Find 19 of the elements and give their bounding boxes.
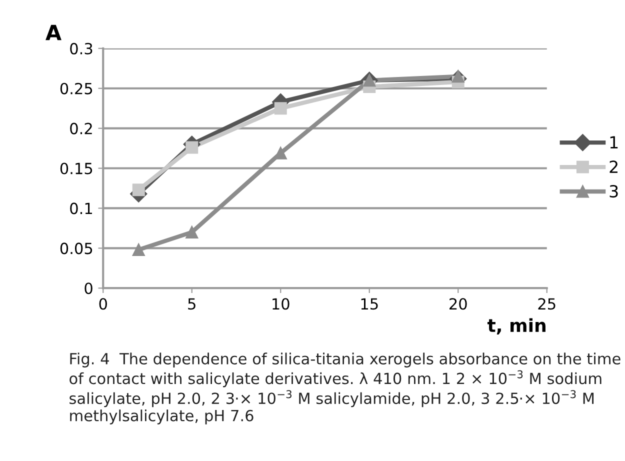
legend-label: 1 [610, 136, 618, 148]
x-axis-title: t, min [487, 318, 546, 334]
y-tick-label: 0.25 [60, 82, 92, 94]
y-tick-label: 0.05 [60, 242, 92, 254]
y-tick-label: 0.1 [70, 202, 92, 214]
legend-label: 3 [610, 184, 618, 198]
y-tick-label: 0 [84, 282, 92, 294]
text: Fig. 4 The dependence of silica-titania xerogels absorbance on the time of contact with salicylate derivatives. λ 410 nm. 1 2 × 10$^{−3}$ M sodium salicylate, pH 2.0, 2 3·× 10$^{−3}$ M salicylamide, pH 2.0, 3 2.5·× 10$^{−3}$ M methylsalicylate, pH 7.6 [70, 352, 620, 424]
chart-title: A [46, 24, 62, 40]
y-tick-label: 0.15 [60, 162, 92, 174]
x-tick-label: 5 [188, 298, 196, 310]
x-tick-label: 10 [272, 298, 290, 310]
x-tick-label: 25 [538, 298, 556, 310]
x-tick-label: 0 [99, 298, 107, 310]
x-tick-label: 15 [361, 298, 378, 310]
y-tick-label: 0.3 [70, 42, 92, 54]
legend-label: 2 [610, 160, 618, 173]
x-tick-label: 20 [450, 298, 467, 310]
y-tick-label: 0.2 [70, 122, 92, 134]
